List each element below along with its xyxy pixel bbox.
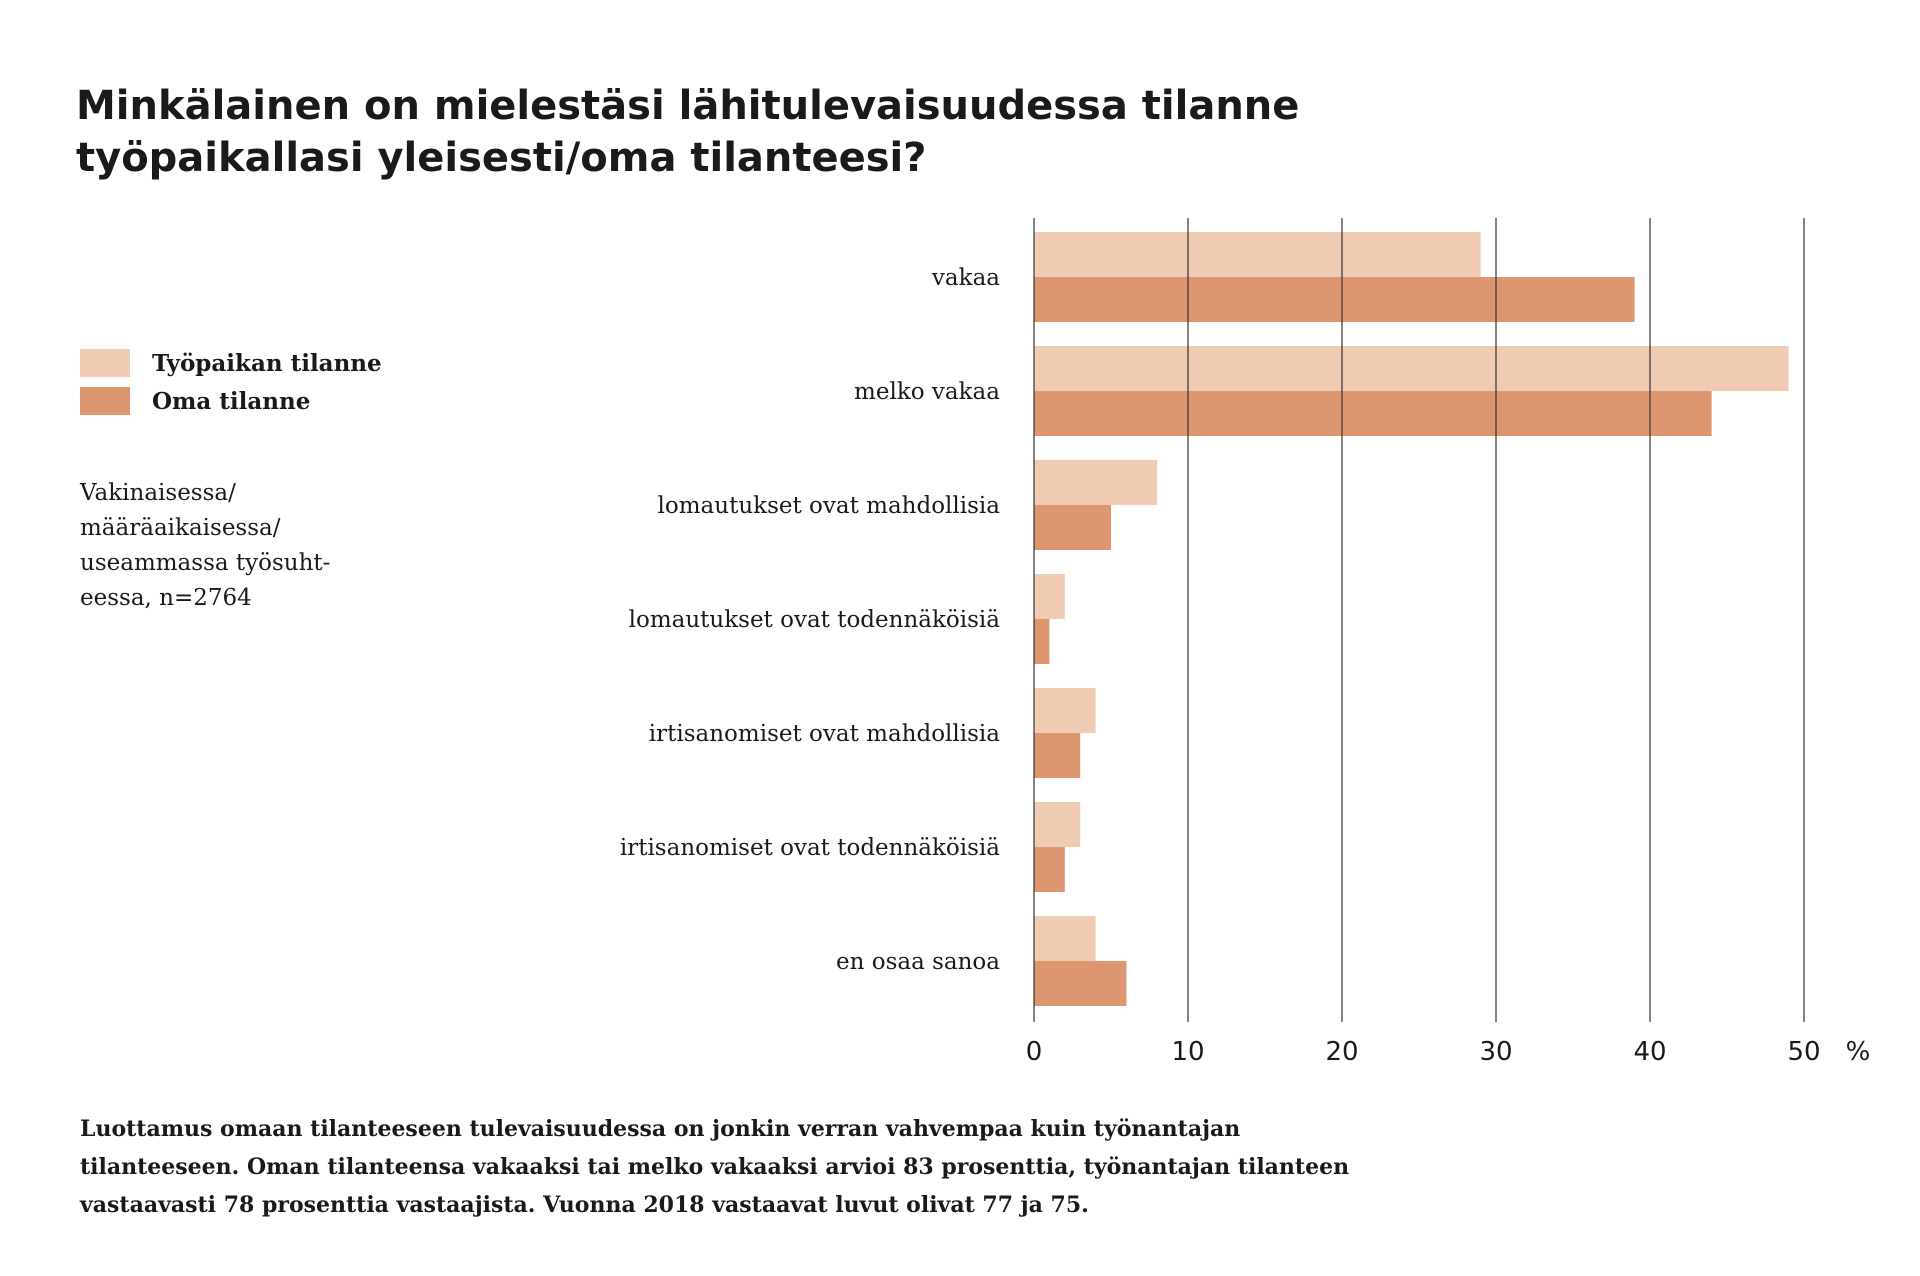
bar xyxy=(1034,733,1081,778)
category-label: melko vakaa xyxy=(854,379,1000,405)
bar xyxy=(1034,688,1096,733)
bar xyxy=(1034,460,1158,505)
bar xyxy=(1034,505,1111,550)
bar xyxy=(1034,802,1081,847)
bar xyxy=(1034,346,1789,391)
bar xyxy=(1034,916,1096,961)
tick-label: 50 xyxy=(1787,1037,1820,1067)
tick-label: 20 xyxy=(1325,1037,1358,1067)
bar xyxy=(1034,232,1481,277)
legend-item-oma: Oma tilanne xyxy=(80,382,382,420)
category-label: lomautukset ovat todennäköisiä xyxy=(629,607,1001,633)
bar xyxy=(1034,391,1712,436)
category-label: irtisanomiset ovat mahdollisia xyxy=(649,721,1000,747)
legend-swatch xyxy=(80,387,130,415)
bar xyxy=(1034,961,1127,1006)
legend-swatch xyxy=(80,349,130,377)
sample-note: Vakinaisessa/ määräaikaisessa/ useammass… xyxy=(80,480,331,611)
tick-label: 40 xyxy=(1633,1037,1666,1067)
unit-label: % xyxy=(1846,1037,1871,1067)
category-label: vakaa xyxy=(931,265,1000,291)
tick-label: 0 xyxy=(1026,1037,1043,1067)
category-label: lomautukset ovat mahdollisia xyxy=(658,493,1001,519)
tick-label: 10 xyxy=(1171,1037,1204,1067)
legend: Työpaikan tilanne Oma tilanne xyxy=(80,344,382,420)
chart-title: Minkälainen on mielestäsi lähitulevaisuu… xyxy=(76,83,1300,181)
category-label: en osaa sanoa xyxy=(836,949,1000,975)
legend-item-tyopaikka: Työpaikan tilanne xyxy=(80,344,382,382)
category-label: irtisanomiset ovat todennäköisiä xyxy=(620,835,1000,861)
legend-label: Oma tilanne xyxy=(152,387,311,415)
legend-label: Työpaikan tilanne xyxy=(152,349,382,377)
tick-label: 30 xyxy=(1479,1037,1512,1067)
bar xyxy=(1034,847,1065,892)
bar xyxy=(1034,574,1065,619)
bar xyxy=(1034,619,1050,664)
bar xyxy=(1034,277,1635,322)
footer-text: Luottamus omaan tilanteeseen tulevaisuud… xyxy=(80,1116,1350,1218)
